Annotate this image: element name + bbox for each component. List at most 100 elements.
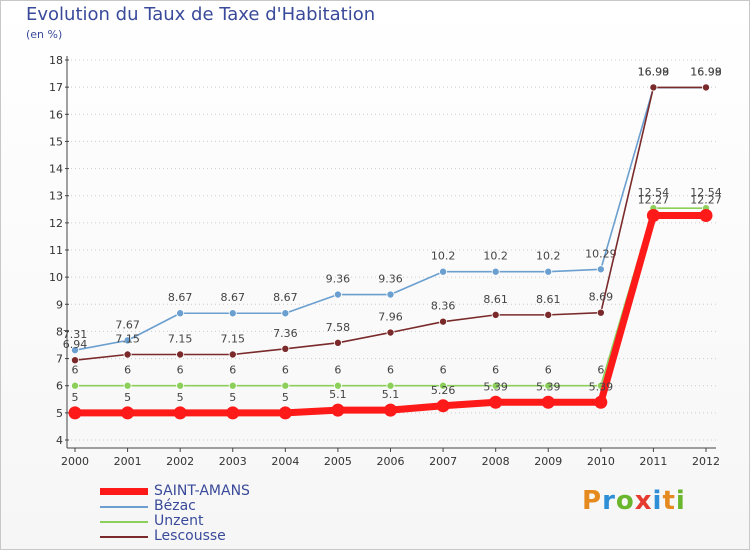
x-tick-label: 2008 bbox=[482, 455, 510, 468]
data-point bbox=[71, 381, 80, 390]
data-point bbox=[226, 406, 240, 420]
data-label: 7.15 bbox=[221, 333, 246, 346]
legend-swatch-saint-amans bbox=[100, 488, 148, 495]
x-tick-label: 2009 bbox=[534, 455, 562, 468]
y-tick-label: 10 bbox=[49, 271, 63, 284]
data-label: 12.54 bbox=[638, 186, 670, 199]
data-point bbox=[649, 83, 658, 92]
data-point bbox=[331, 403, 345, 417]
data-label: 16.99 bbox=[690, 65, 722, 78]
data-point bbox=[544, 381, 553, 390]
legend-label: Lescousse bbox=[154, 528, 226, 544]
data-point bbox=[384, 403, 397, 417]
y-tick-label: 7 bbox=[56, 353, 63, 366]
y-tick-label: 14 bbox=[49, 163, 63, 176]
data-point bbox=[544, 267, 553, 276]
data-label: 5.39 bbox=[483, 380, 508, 393]
data-point bbox=[68, 406, 82, 420]
legend-label: SAINT-AMANS bbox=[154, 483, 250, 499]
data-point bbox=[71, 346, 80, 355]
data-label: 16.99 bbox=[638, 65, 670, 78]
x-tick-label: 2011 bbox=[639, 455, 667, 468]
data-point bbox=[228, 381, 237, 390]
data-label: 9.36 bbox=[378, 273, 403, 286]
legend-label: Unzent bbox=[154, 513, 204, 529]
data-point bbox=[386, 290, 395, 299]
x-tick-label: 2007 bbox=[429, 455, 457, 468]
data-point bbox=[123, 350, 132, 359]
data-point bbox=[544, 310, 553, 319]
data-point bbox=[646, 209, 660, 223]
data-label: 8.69 bbox=[589, 291, 614, 304]
x-tick-label: 2006 bbox=[377, 455, 405, 468]
data-label: 12.27 bbox=[690, 194, 722, 207]
y-tick-label: 9 bbox=[56, 298, 63, 311]
data-point bbox=[491, 267, 500, 276]
data-point bbox=[439, 267, 448, 276]
data-point bbox=[596, 265, 605, 274]
data-point bbox=[176, 381, 185, 390]
data-label: 5.1 bbox=[329, 388, 347, 401]
data-label: 10.29 bbox=[585, 247, 617, 260]
y-tick-label: 16 bbox=[49, 108, 63, 121]
data-point bbox=[228, 350, 237, 359]
y-tick-label: 8 bbox=[56, 325, 63, 338]
x-tick-label: 2001 bbox=[114, 455, 142, 468]
data-point bbox=[702, 83, 711, 92]
data-label: 7.96 bbox=[378, 311, 403, 324]
data-label: 5 bbox=[124, 391, 131, 404]
data-label: 5.26 bbox=[431, 384, 456, 397]
data-point bbox=[333, 381, 342, 390]
x-tick-label: 2000 bbox=[61, 455, 89, 468]
data-point bbox=[278, 406, 292, 420]
proxiti-logo: Proxiti bbox=[582, 486, 686, 516]
y-tick-label: 6 bbox=[56, 380, 63, 393]
data-point bbox=[71, 356, 80, 365]
legend-label: Bézac bbox=[154, 498, 196, 514]
data-label: 6 bbox=[282, 364, 289, 377]
x-tick-label: 2002 bbox=[166, 455, 194, 468]
y-tick-label: 5 bbox=[56, 407, 63, 420]
x-tick-label: 2012 bbox=[692, 455, 720, 468]
data-label: 10.2 bbox=[536, 250, 561, 263]
data-point bbox=[281, 344, 290, 353]
chart-subtitle: (en %) bbox=[26, 28, 63, 41]
data-point bbox=[123, 336, 132, 345]
data-label: 5 bbox=[282, 391, 289, 404]
data-label: 5 bbox=[72, 391, 79, 404]
data-point bbox=[121, 406, 135, 420]
data-label: 7.15 bbox=[168, 333, 193, 346]
data-label: 7.36 bbox=[273, 327, 298, 340]
data-point bbox=[176, 309, 185, 318]
data-label: 6.94 bbox=[63, 338, 88, 351]
data-point bbox=[436, 399, 450, 413]
data-label: 5.1 bbox=[382, 388, 400, 401]
data-label: 8.67 bbox=[221, 291, 246, 304]
data-label: 6 bbox=[72, 364, 79, 377]
data-point bbox=[386, 328, 395, 337]
data-point bbox=[489, 395, 503, 409]
data-point bbox=[333, 290, 342, 299]
data-point bbox=[123, 381, 132, 390]
data-point bbox=[439, 381, 448, 390]
data-label: 7.15 bbox=[115, 333, 140, 346]
data-label: 9.36 bbox=[326, 273, 351, 286]
data-label: 7.67 bbox=[115, 318, 140, 331]
data-point bbox=[386, 381, 395, 390]
chart-title: Evolution du Taux de Taxe d'Habitation bbox=[26, 4, 376, 25]
data-point bbox=[491, 310, 500, 319]
x-tick-label: 2005 bbox=[324, 455, 352, 468]
y-tick-label: 13 bbox=[49, 190, 63, 203]
data-point bbox=[596, 308, 605, 317]
legend-swatch-bezac bbox=[100, 506, 148, 508]
data-point bbox=[333, 338, 342, 347]
data-label: 6 bbox=[124, 364, 131, 377]
data-label: 5 bbox=[177, 391, 184, 404]
data-label: 16.98 bbox=[638, 66, 670, 79]
data-point bbox=[439, 317, 448, 326]
data-label: 6 bbox=[597, 364, 604, 377]
data-label: 8.36 bbox=[431, 300, 456, 313]
x-tick-label: 2010 bbox=[587, 455, 615, 468]
data-label: 6 bbox=[334, 364, 341, 377]
data-label: 5 bbox=[229, 391, 236, 404]
